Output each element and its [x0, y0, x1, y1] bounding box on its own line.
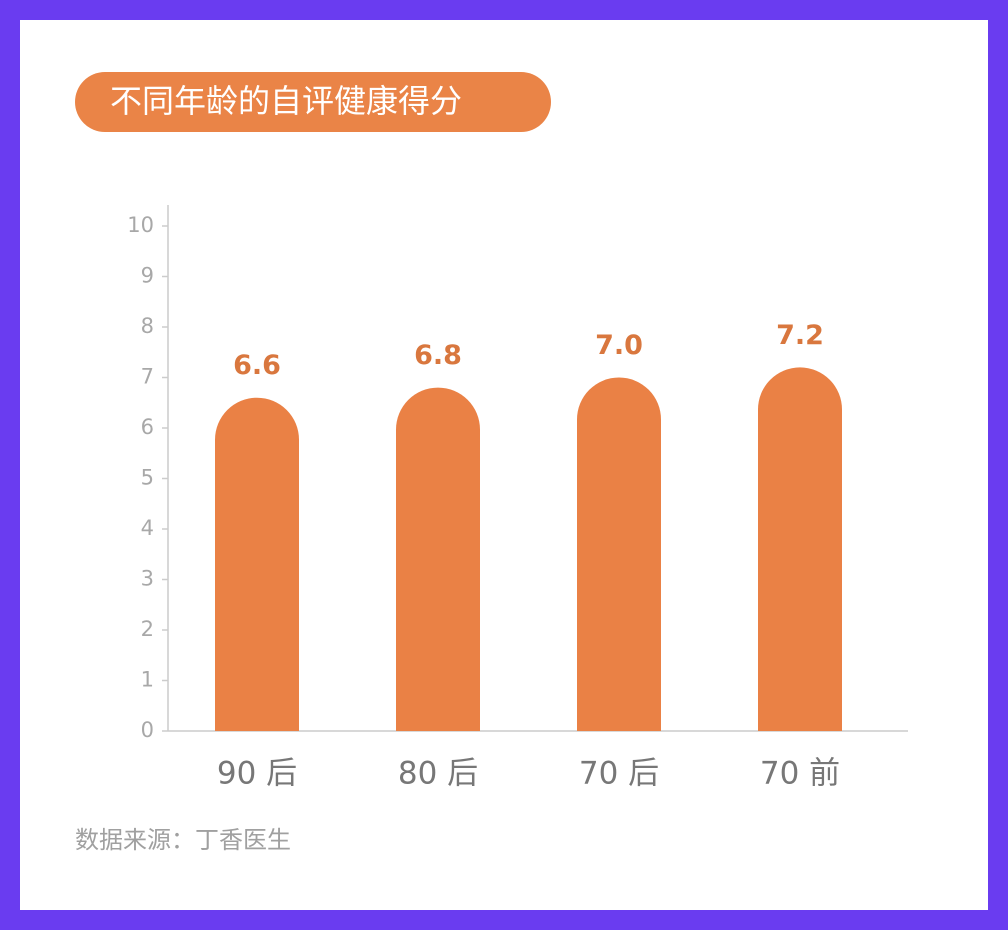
x-tick-label: 80 后 [398, 756, 478, 792]
panel [20, 20, 988, 910]
chart-title: 不同年龄的自评健康得分 [110, 82, 462, 120]
y-tick-label: 4 [141, 516, 154, 540]
bar [758, 367, 842, 731]
source-note: 数据来源：丁香医生 [75, 826, 291, 854]
bar [396, 387, 480, 731]
y-tick-label: 9 [141, 264, 154, 288]
y-tick-label: 8 [141, 314, 154, 338]
y-tick-label: 10 [127, 213, 154, 237]
x-tick-label: 70 后 [579, 756, 659, 792]
bar [577, 377, 661, 731]
x-tick-label: 90 后 [217, 756, 297, 792]
bar [215, 397, 299, 731]
value-label: 6.6 [233, 350, 281, 381]
y-tick-label: 2 [141, 617, 154, 641]
value-label: 6.8 [414, 340, 462, 371]
value-label: 7.2 [776, 320, 824, 351]
y-tick-label: 6 [141, 415, 154, 439]
y-tick-label: 5 [141, 466, 154, 490]
y-tick-label: 3 [141, 567, 154, 591]
y-tick-label: 0 [141, 718, 154, 742]
y-tick-label: 7 [141, 365, 154, 389]
x-tick-label: 70 前 [760, 756, 840, 792]
y-tick-label: 1 [141, 668, 154, 692]
value-label: 7.0 [595, 330, 643, 361]
title-pill [75, 72, 551, 132]
